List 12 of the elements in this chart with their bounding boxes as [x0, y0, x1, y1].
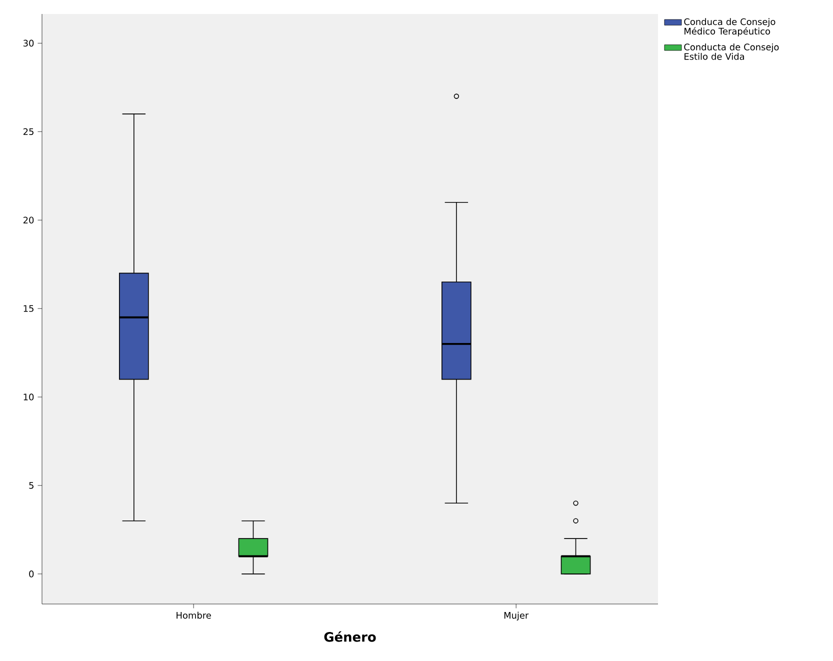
legend-label: Conducta de Consejo Estilo de Vida: [684, 43, 779, 60]
legend-label: Conduca de Consejo Médico Terapéutico: [684, 18, 776, 36]
y-tick-label: 15: [24, 305, 34, 312]
y-tick-label: 10: [24, 394, 34, 400]
x-tick-label: Hombre: [176, 612, 211, 619]
x-axis-title: Género: [324, 631, 376, 642]
y-tick-label: 30: [24, 40, 34, 47]
x-tick-label: Mujer: [504, 612, 529, 620]
y-tick-label: 20: [23, 216, 34, 224]
y-tick-label: 0: [29, 570, 34, 578]
y-tick-label: 5: [29, 482, 34, 489]
y-tick-label: 25: [23, 128, 34, 136]
